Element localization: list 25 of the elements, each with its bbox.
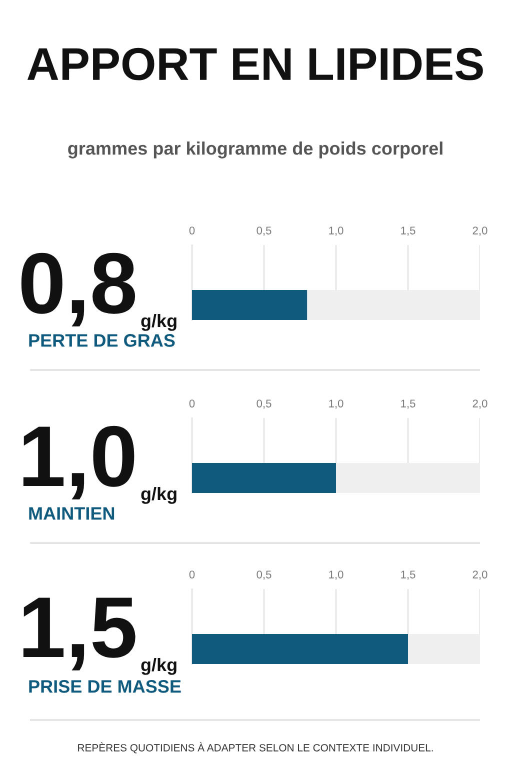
text: REPÈRES QUOTIDIENS À ADAPTER SELON LE CONTEXTE INDIVIDUEL. (78, 742, 433, 754)
x-tick-label: 1,0 (329, 226, 344, 236)
y-tick-label: PRISE DE MASSE (29, 680, 181, 693)
y-tick-label: PERTE DE GRAS (29, 334, 175, 347)
x-tick-label: 0 (189, 400, 195, 408)
x-tick-label: 1,0 (329, 400, 344, 409)
x-tick-label: 2,0 (472, 570, 488, 580)
x-tick-label: 0 (189, 226, 195, 234)
chart-subtitle: grammes par kilogramme de poids corporel (68, 142, 442, 158)
x-axis-title: g/kg (141, 486, 176, 504)
y-tick-label: MAINTIEN (29, 507, 114, 520)
x-axis-title: g/kg (141, 658, 176, 675)
x-tick-label: 0,5 (256, 226, 272, 236)
chart-title: APPORT EN LIPIDES (27, 48, 483, 80)
x-tick-label: 2,0 (472, 226, 488, 236)
x-tick-label: 0,5 (256, 400, 272, 409)
x-tick-label: 0,5 (256, 570, 272, 580)
x-tick-label: 1,5 (401, 226, 416, 236)
x-tick-label: 0 (189, 570, 195, 578)
x-tick-label: 2,0 (472, 400, 488, 409)
data-label: 0,8 (21, 252, 136, 326)
x-tick-label: 1,5 (401, 570, 416, 580)
x-tick-label: 1,5 (401, 400, 416, 409)
x-tick-label: 1,0 (329, 570, 344, 580)
x-axis-title: g/kg (141, 314, 176, 331)
